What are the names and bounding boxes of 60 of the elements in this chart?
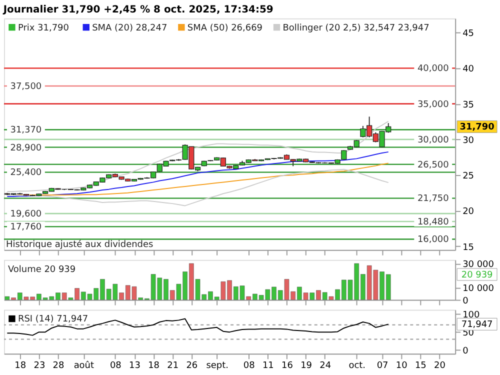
y-tick-label: 25 [462,172,474,182]
legend-label: RSI (14) 71,947 [18,314,88,325]
line-series [6,168,389,206]
x-tick-label: 21 [167,361,179,372]
ref-line-label: 30,000 [417,135,450,146]
ref-line-label: 19,600 [10,210,42,220]
x-tick-label: 20 [434,361,446,372]
x-tick-label: oct. [348,361,366,372]
chart-title: Journalier 31,790 +2,45 % 8 oct. 2025, 17:34:59 [2,4,274,16]
text: 31,790 [460,122,494,133]
ref-line-label: 31,370 [10,126,42,136]
candlestick [341,150,347,160]
ref-line-label: 35,000 [417,100,450,110]
x-tick-label: 08 [243,361,256,372]
x-tick-label: août [74,360,94,372]
x-tick-label: 08 [110,361,122,372]
legend-label: SMA (20) 28,247 [92,23,168,34]
ref-line-label: 40,000 [417,64,450,74]
ref-line-label: 21,750 [417,194,450,204]
text: 20 939 [461,270,494,280]
y-tick-label: 15 [462,242,474,253]
y-tick-label: 45 [462,29,474,40]
x-tick-label: 26 [186,361,198,372]
x-tick-label: 13 [129,361,140,372]
ref-line-label: 17,760 [10,222,42,233]
legend-title: Prix 31,790 [18,23,70,34]
annotation: Historique ajusté aux dividendes [6,238,154,250]
ref-line-label: 16,000 [417,235,450,246]
ref-line-label: 26,500 [417,160,450,170]
y-tick-label: 30 000 [462,260,494,270]
x-tick-label: 07 [376,361,388,372]
y-tick-label: 35 [462,100,474,110]
ref-line-label: 18,480 [417,218,450,228]
y-tick-label: 0 [462,346,469,357]
x-tick-label: 15 [414,361,426,372]
x-tick-label: sept. [206,361,228,372]
line-series [6,151,389,197]
legend-label: Bollinger (20 2,5) 32,547 23,947 [282,23,430,34]
x-tick-label: 19 [300,361,312,372]
y-tick-label: 100 [462,310,480,321]
y-tick-label: 20 [462,207,474,218]
ref-line-label: 25,400 [10,168,42,178]
legend-label: SMA (50) 26,669 [187,23,263,34]
ref-line-label: 28,900 [10,143,42,154]
x-tick-label: 10 [396,361,408,372]
y-tick-label: 30 [462,136,474,146]
y-tick-label: 10 000 [462,284,494,294]
x-tick-label: 18 [14,361,26,372]
x-tick-label: 16 [282,361,294,372]
text: 71,947 [461,320,493,330]
x-tick-label: 24 [320,361,332,372]
y-tick-label: 0 [462,296,469,306]
legend-title: Volume 20 939 [8,264,76,275]
x-tick-label: 11 [262,361,274,372]
x-tick-label: 18 [148,361,160,372]
line-series [6,120,389,192]
ref-line-label: 37,500 [10,82,42,92]
x-tick-label: 23 [34,361,46,372]
x-tick-label: 28 [52,361,64,372]
y-tick-label: 40 [462,64,474,75]
